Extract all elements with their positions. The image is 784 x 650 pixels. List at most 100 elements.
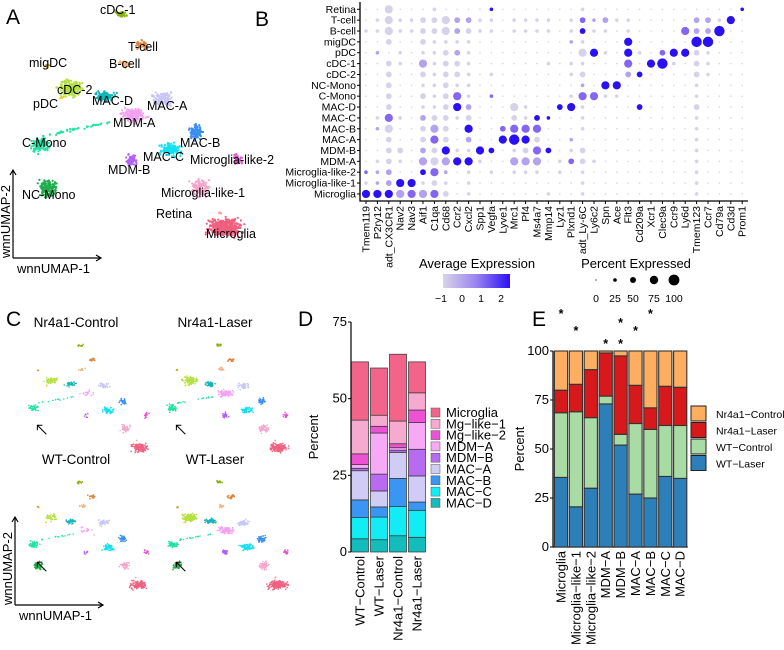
umap-condition-title: Nr4a1-Control [34, 315, 119, 330]
umap-point [64, 81, 67, 84]
umap-point [123, 15, 126, 18]
umap-point [117, 14, 120, 17]
umap-cluster-mdm-a [217, 388, 235, 398]
umap-point [134, 583, 137, 586]
umap-point [242, 411, 244, 414]
umap-point [184, 520, 186, 523]
umap-point [32, 143, 35, 147]
umap-point [127, 429, 129, 431]
umap-point [35, 542, 37, 544]
x-axis-label: wnnUMAP-1 [18, 608, 92, 623]
umap-point [137, 586, 139, 589]
umap-point [189, 192, 192, 195]
umap-cluster-pdc [45, 521, 47, 524]
umap-cluster-migdc [176, 505, 179, 509]
umap-point [119, 117, 122, 120]
umap-point [246, 523, 248, 526]
umap-point [46, 180, 49, 183]
umap-point [35, 406, 38, 409]
umap-point [230, 219, 233, 222]
umap-point [269, 583, 272, 586]
umap-point [223, 532, 226, 535]
umap-cluster-c-mono [30, 134, 52, 156]
umap-point [214, 228, 217, 231]
umap-point [191, 519, 194, 521]
umap-point [67, 93, 70, 96]
umap-condition-title: Nr4a1-Laser [177, 315, 253, 330]
umap-point [121, 109, 124, 112]
dot [376, 8, 379, 11]
dot [627, 8, 629, 11]
umap-point [82, 343, 84, 346]
umap-point [188, 518, 190, 521]
umap-panel-a [30, 9, 246, 240]
umap-cluster-cdc-2 [45, 512, 58, 523]
umap-point [125, 112, 128, 115]
umap-point [237, 386, 239, 389]
umap-point [66, 87, 69, 90]
umap-point [28, 404, 30, 407]
umap-cluster-microglia [128, 579, 148, 591]
umap-point [170, 406, 172, 409]
umap-point [144, 444, 146, 446]
umap-point [157, 98, 160, 101]
umap-point [69, 127, 72, 131]
dot [410, 8, 413, 11]
umap-point [145, 411, 148, 414]
umap-point [141, 117, 144, 121]
umap-point [168, 104, 171, 107]
umap-point [160, 101, 163, 104]
umap-point [272, 582, 275, 584]
umap-point [103, 519, 105, 521]
umap-point [160, 150, 163, 153]
umap-point [195, 185, 198, 188]
umap-point [133, 582, 135, 585]
umap-point [221, 481, 223, 484]
umap-point [168, 403, 171, 405]
umap-point [43, 186, 46, 189]
umap-point [244, 383, 247, 385]
umap-point [209, 224, 212, 227]
umap-point [247, 547, 249, 550]
umap-point [263, 425, 265, 428]
umap-point [189, 131, 192, 134]
umap-point [81, 81, 84, 85]
umap-point [84, 367, 86, 370]
umap-point [61, 80, 64, 83]
umap-point [236, 522, 239, 525]
umap-point [63, 93, 66, 96]
umap-point [238, 524, 240, 527]
umap-point [54, 380, 56, 383]
umap-point [49, 183, 52, 186]
umap-point [210, 517, 213, 519]
umap-cluster-label: Microglia-like-1 [161, 186, 245, 200]
umap-point [247, 385, 249, 387]
umap-point [70, 79, 73, 82]
umap-point [176, 146, 180, 150]
umap-point [201, 130, 205, 134]
umap-point [186, 537, 188, 539]
umap-point [261, 402, 263, 404]
umap-cluster-mac-d [94, 90, 118, 103]
umap-cluster-microglia-like-1 [188, 177, 211, 199]
umap-point [196, 136, 199, 139]
arrow-annotation-icon [36, 424, 47, 435]
dot [502, 8, 504, 11]
umap-point [135, 587, 138, 590]
umap-point [125, 108, 129, 111]
umap-point [92, 496, 95, 499]
umap-point [216, 480, 218, 483]
umap-point [79, 481, 82, 484]
umap-point [131, 113, 134, 117]
umap-point [59, 86, 62, 89]
umap-point [244, 544, 246, 547]
umap-point [227, 359, 230, 361]
umap-point [124, 427, 127, 429]
umap-point [271, 447, 274, 449]
umap-point [124, 400, 126, 403]
umap-cluster-b-cell [218, 366, 225, 372]
umap-point [33, 564, 36, 566]
umap-point [134, 581, 137, 584]
umap-point [88, 389, 90, 391]
umap-cluster-pdc [184, 384, 187, 387]
